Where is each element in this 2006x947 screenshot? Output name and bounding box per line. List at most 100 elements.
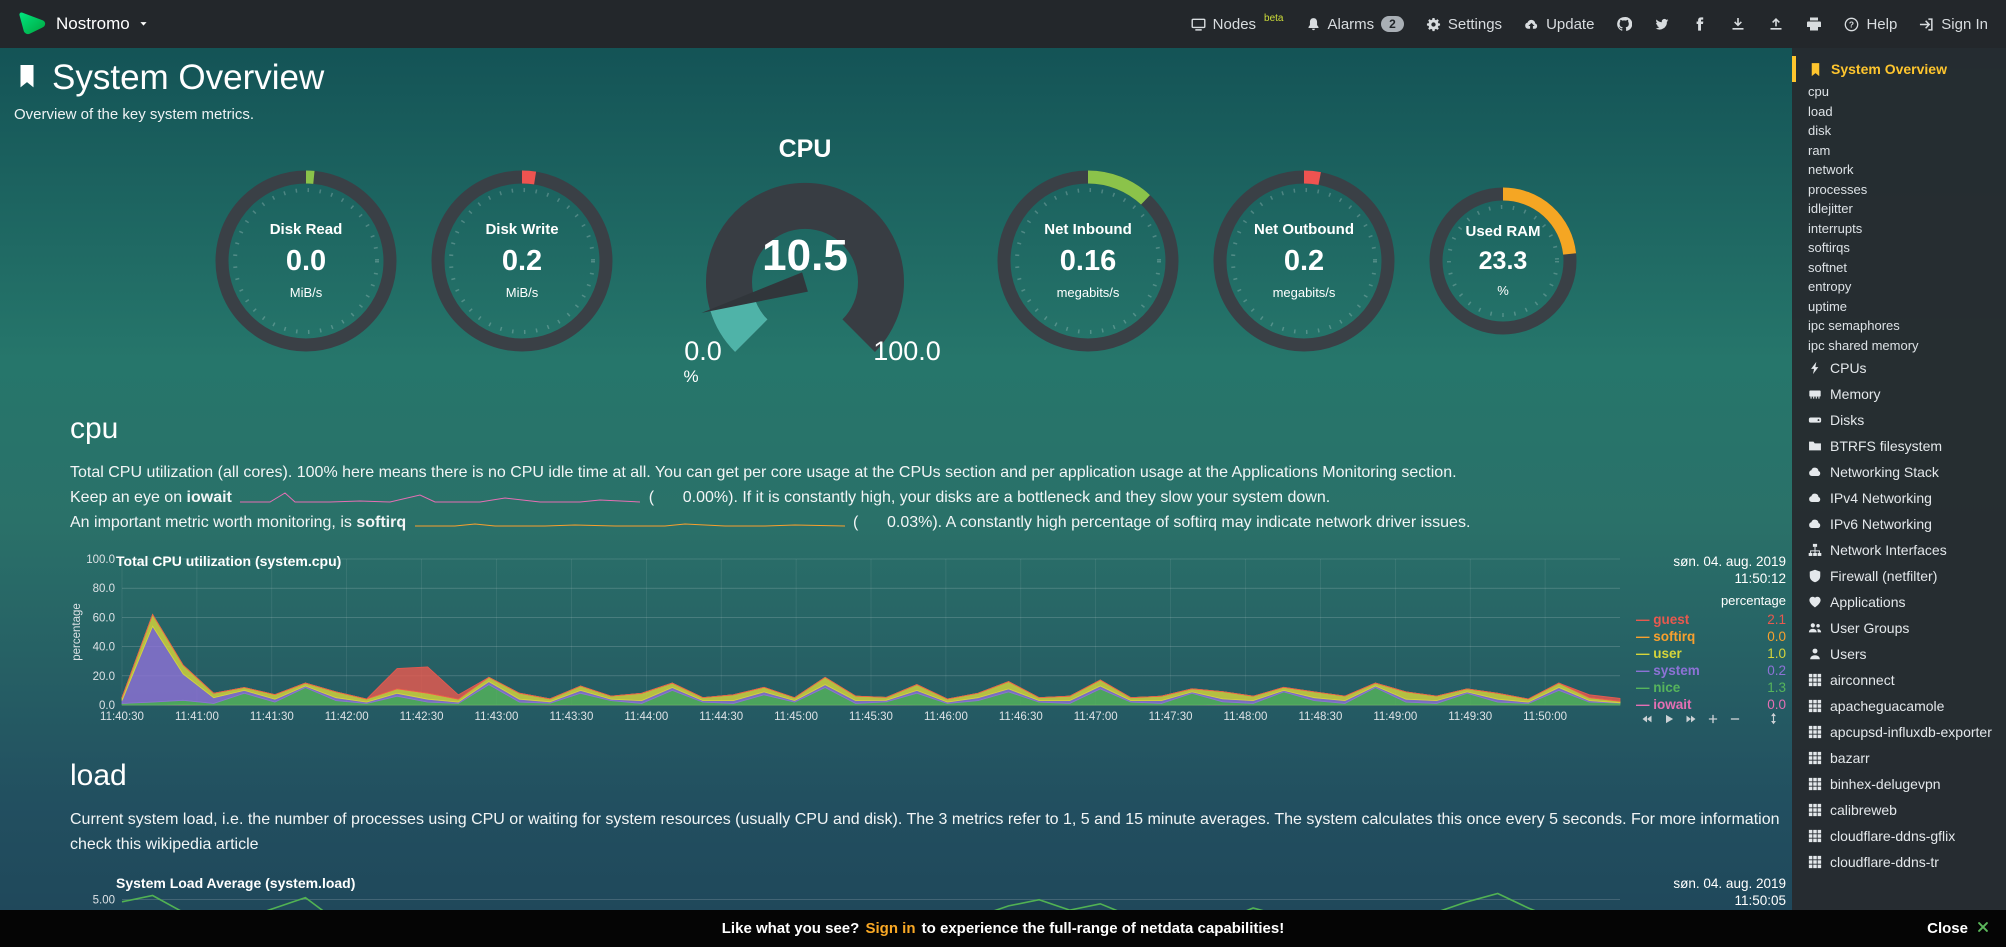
- cpu-utilization-chart[interactable]: Total CPU utilization (system.cpu) søn. …: [70, 553, 1786, 725]
- signin-link[interactable]: Sign in: [865, 920, 916, 937]
- gauge-net-inbound[interactable]: Net Inbound 0.16 megabits/s: [995, 168, 1181, 354]
- print-button[interactable]: [1806, 16, 1822, 32]
- legend-item-softirq[interactable]: — softirq 0.0: [1636, 629, 1786, 644]
- shield-icon: [1808, 569, 1822, 583]
- system-load-chart[interactable]: System Load Average (system.load) søn. 0…: [70, 875, 1786, 910]
- legend-item-user[interactable]: — user 1.0: [1636, 646, 1786, 661]
- legend-item-system[interactable]: — system 0.2: [1636, 663, 1786, 678]
- legend-item-nice[interactable]: — nice 1.3: [1636, 680, 1786, 695]
- cloud-icon: [1808, 465, 1822, 479]
- sidebar-item-disks[interactable]: Disks: [1792, 407, 2006, 433]
- top-navbar: Nostromo Nodes beta Alarms 2 Settings Up…: [0, 0, 2006, 48]
- export-snapshot-button[interactable]: [1730, 16, 1746, 32]
- chart-plot-area[interactable]: 0.0 20.0 40.0 60.0 80.0 100.0 11:40:30 11:41:00…: [70, 553, 1626, 725]
- netdata-logo-icon[interactable]: [18, 10, 46, 38]
- svg-text:%: %: [683, 367, 698, 386]
- sidebar-item-apacheguacamole[interactable]: apacheguacamole: [1792, 693, 2006, 719]
- sidebar-item-firewall-netfilter[interactable]: Firewall (netfilter): [1792, 563, 2006, 589]
- sidebar-item-label: load: [1808, 103, 1833, 119]
- sidebar-item-network-interfaces[interactable]: Network Interfaces: [1792, 537, 2006, 563]
- gauge-disk-read[interactable]: Disk Read 0.0 MiB/s: [213, 168, 399, 354]
- sidebar-item-softnet[interactable]: softnet: [1792, 258, 2006, 278]
- sidebar-item-cloudflare-ddns-tr[interactable]: cloudflare-ddns-tr: [1792, 849, 2006, 875]
- nodes-label: Nodes: [1212, 15, 1257, 33]
- sidebar-item-uptime[interactable]: uptime: [1792, 297, 2006, 317]
- sidebar-item-entropy[interactable]: entropy: [1792, 277, 2006, 297]
- sidebar-item-apcupsd-influxdb-exporter[interactable]: apcupsd-influxdb-exporter: [1792, 719, 2006, 745]
- sidebar-item-label: cloudflare-ddns-gflix: [1830, 828, 1956, 844]
- chart-plot-area[interactable]: 5.004.003.00load: [70, 875, 1626, 910]
- bookmark-icon: [14, 63, 40, 94]
- sidebar-item-users[interactable]: Users: [1792, 641, 2006, 667]
- sidebar-item-cloudflare-ddns-gflix[interactable]: cloudflare-ddns-gflix: [1792, 823, 2006, 849]
- sidebar-item-ipc-semaphores[interactable]: ipc semaphores: [1792, 316, 2006, 336]
- svg-text:20.0: 20.0: [93, 671, 115, 683]
- th-icon: [1808, 699, 1822, 713]
- sidebar-item-label: cpu: [1808, 84, 1829, 99]
- sidebar-item-idlejitter[interactable]: idlejitter: [1792, 199, 2006, 219]
- chart-zoom-out-button[interactable]: [1729, 713, 1741, 725]
- sidebar-item-network[interactable]: network: [1792, 160, 2006, 180]
- sidebar-item-processes[interactable]: processes: [1792, 180, 2006, 200]
- twitter-button[interactable]: [1654, 16, 1670, 32]
- sidebar-item-memory[interactable]: Memory: [1792, 381, 2006, 407]
- legend-item-iowait[interactable]: — iowait 0.0: [1636, 697, 1786, 712]
- chart-resize-handle[interactable]: [1767, 712, 1780, 725]
- chart-zoom-in-button[interactable]: [1707, 713, 1719, 725]
- node-menu-button[interactable]: Nostromo: [56, 14, 149, 34]
- gauge-disk-write[interactable]: Disk Write 0.2 MiB/s: [429, 168, 615, 354]
- svg-text:80.0: 80.0: [93, 583, 115, 595]
- sidebar-item-ipv4-networking[interactable]: IPv4 Networking: [1792, 485, 2006, 511]
- sidebar-item-interrupts[interactable]: interrupts: [1792, 219, 2006, 239]
- help-button[interactable]: ? Help: [1844, 16, 1897, 33]
- sidebar-item-bazarr[interactable]: bazarr: [1792, 745, 2006, 771]
- chart-pan-right-button[interactable]: [1685, 713, 1697, 725]
- sidebar-item-label: processes: [1808, 181, 1868, 197]
- gauge-used-ram[interactable]: Used RAM 23.3%: [1427, 185, 1579, 337]
- sidebar-item-softirqs[interactable]: softirqs: [1792, 238, 2006, 258]
- nodes-button[interactable]: Nodes beta: [1191, 13, 1284, 33]
- chart-legend-panel: søn. 04. aug. 2019 11:50:05 load — load1…: [1636, 875, 1786, 910]
- sidebar-item-load[interactable]: load: [1792, 102, 2006, 122]
- sidebar-item-btrfs-filesystem[interactable]: BTRFS filesystem: [1792, 433, 2006, 459]
- sidebar-item-cpu[interactable]: cpu: [1792, 82, 2006, 102]
- gauge-net-outbound[interactable]: Net Outbound 0.2 megabits/s: [1211, 168, 1397, 354]
- sidebar-item-ram[interactable]: ram: [1792, 141, 2006, 161]
- sidebar-item-networking-stack[interactable]: Networking Stack: [1792, 459, 2006, 485]
- cpu-gauge[interactable]: CPU 10.5 0.0 100.0%: [645, 135, 965, 386]
- gauge-unit: %: [1497, 283, 1509, 298]
- th-icon: [1808, 829, 1822, 843]
- sidebar-item-system-overview[interactable]: System Overview: [1792, 56, 2006, 82]
- cloud-icon: [1808, 491, 1822, 505]
- iowait-sparkline: [240, 492, 641, 503]
- alarms-button[interactable]: Alarms 2: [1306, 16, 1404, 33]
- facebook-button[interactable]: [1692, 16, 1708, 32]
- sidebar-item-cpus[interactable]: CPUs: [1792, 355, 2006, 381]
- sidebar-item-applications[interactable]: Applications: [1792, 589, 2006, 615]
- sidebar-item-user-groups[interactable]: User Groups: [1792, 615, 2006, 641]
- sidebar-item-calibreweb[interactable]: calibreweb: [1792, 797, 2006, 823]
- sitemap-icon: [1808, 543, 1822, 557]
- sidebar-item-airconnect[interactable]: airconnect: [1792, 667, 2006, 693]
- alarms-count-badge: 2: [1381, 16, 1404, 32]
- chart-pan-left-button[interactable]: [1641, 713, 1653, 725]
- legend-item-guest[interactable]: — guest 2.1: [1636, 612, 1786, 627]
- signin-button[interactable]: Sign In: [1919, 16, 1988, 33]
- sidebar-item-binhex-delugevpn[interactable]: binhex-delugevpn: [1792, 771, 2006, 797]
- sidebar-item-disk[interactable]: disk: [1792, 121, 2006, 141]
- sidebar-item-label: Network Interfaces: [1830, 542, 1947, 558]
- svg-text:11:43:30: 11:43:30: [549, 711, 593, 723]
- close-banner-button[interactable]: Close: [1927, 920, 1990, 938]
- iowait-value: 0.00%: [682, 489, 729, 506]
- right-sidebar: System Overview cpu load disk ram network proc…: [1792, 48, 2006, 910]
- github-button[interactable]: [1616, 16, 1633, 32]
- settings-button[interactable]: Settings: [1426, 16, 1502, 33]
- chart-legend: — guest 2.1 — softirq 0.0 — user 1.0 — system 0…: [1636, 611, 1786, 713]
- svg-text:?: ?: [1849, 19, 1854, 29]
- sidebar-item-ipv6-networking[interactable]: IPv6 Networking: [1792, 511, 2006, 537]
- close-label: Close: [1927, 920, 1968, 937]
- chart-play-button[interactable]: [1663, 713, 1675, 725]
- update-button[interactable]: Update: [1524, 16, 1594, 33]
- import-snapshot-button[interactable]: [1768, 16, 1784, 32]
- sidebar-item-ipc-shared-memory[interactable]: ipc shared memory: [1792, 336, 2006, 356]
